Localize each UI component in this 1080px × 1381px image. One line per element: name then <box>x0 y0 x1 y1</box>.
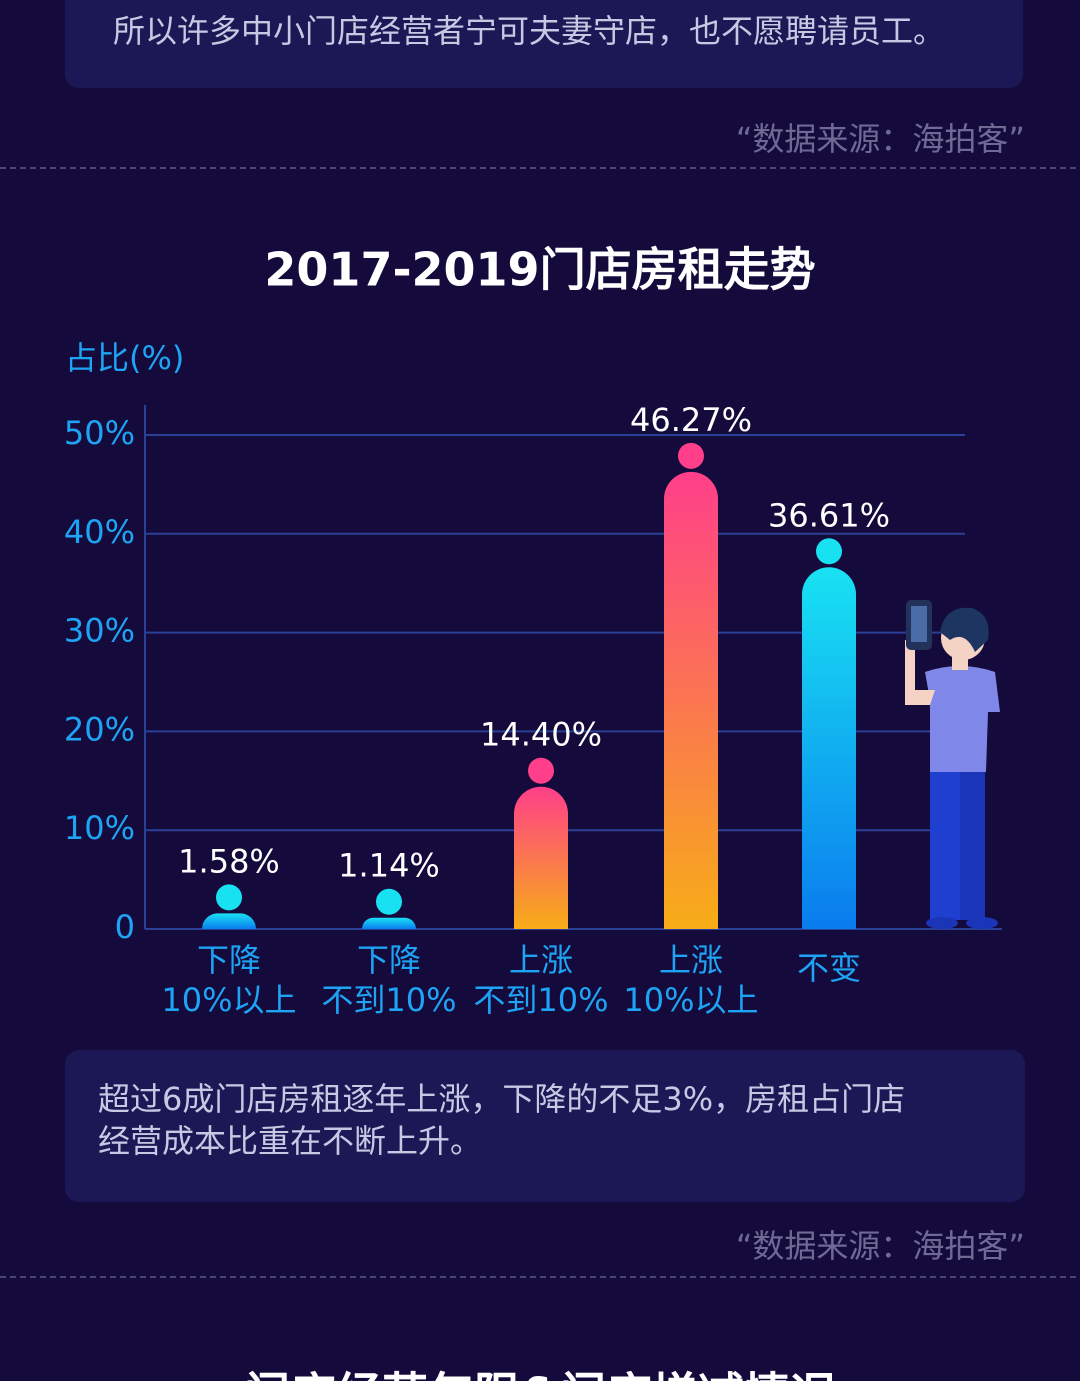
x-tick-label: 下降 <box>357 941 421 979</box>
x-tick-label: 上涨 <box>509 941 573 979</box>
x-tick-label: 10%以上 <box>161 981 296 1019</box>
y-tick-label: 50% <box>64 414 135 452</box>
bar-head <box>528 757 554 784</box>
value-label: 14.40% <box>480 716 602 754</box>
bar-head <box>376 888 402 915</box>
section-title: 门店经营年限&门店增减情况 <box>244 1368 836 1381</box>
y-tick-label: 40% <box>64 513 135 551</box>
note-box <box>65 1050 1025 1202</box>
x-tick-label: 下降 <box>197 941 261 979</box>
bar <box>802 567 856 929</box>
source: “数据来源：海拍客” <box>736 1227 1025 1265</box>
x-tick-label: 上涨 <box>659 941 723 979</box>
note-text: 超过6成门店房租逐年上涨，下降的不足3%，房租占门店 <box>98 1080 905 1118</box>
bar <box>202 913 256 929</box>
x-tick-label: 不到10% <box>473 981 608 1019</box>
note-box <box>65 0 1023 88</box>
plot: 010%20%30%40%50%下降10%以上1.58%下降不到10%1.14%… <box>64 401 965 1019</box>
x-tick-label: 10%以上 <box>623 981 758 1019</box>
bar <box>362 917 416 929</box>
bar <box>514 786 568 929</box>
x-tick-label: 不变 <box>797 949 861 987</box>
value-label: 1.58% <box>178 842 280 880</box>
source: “数据来源：海拍客” <box>736 120 1025 158</box>
value-label: 46.27% <box>630 401 752 439</box>
value-label: 1.14% <box>338 847 440 885</box>
chart-title: 2017-2019门店房租走势 <box>264 243 815 297</box>
y-axis-label: 占比(%) <box>65 339 184 377</box>
y-tick-label: 20% <box>64 710 135 748</box>
bar-head <box>816 538 842 565</box>
bar-head <box>216 884 242 911</box>
y-tick-label: 10% <box>64 809 135 847</box>
value-label: 36.61% <box>768 496 890 534</box>
y-tick-label: 30% <box>64 612 135 650</box>
bar-head <box>678 442 704 469</box>
note-text: 所以许多中小门店经营者宁可夫妻守店，也不愿聘请员工。 <box>113 12 945 50</box>
y-tick-label: 0 <box>115 908 135 946</box>
x-tick-label: 不到10% <box>321 981 456 1019</box>
note-text: 经营成本比重在不断上升。 <box>98 1122 482 1160</box>
bar <box>664 471 718 929</box>
person-illustration <box>905 600 1000 929</box>
